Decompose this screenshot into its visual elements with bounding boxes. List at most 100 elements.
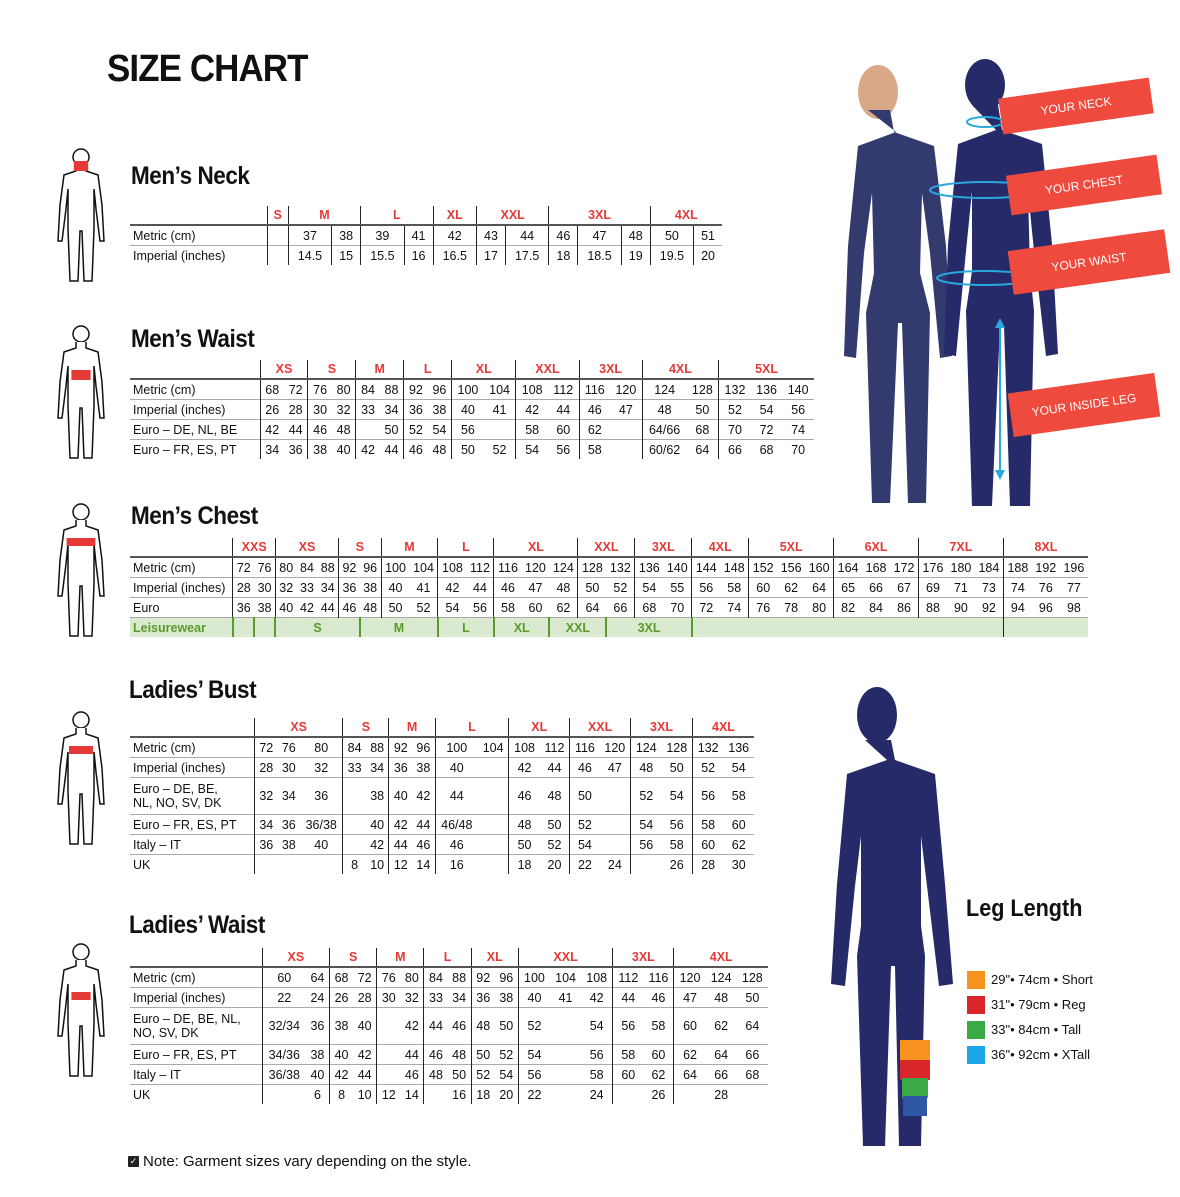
table-cell: 168 [865, 560, 887, 575]
size-header-row: S M L XL XXL 3XL 4XL [130, 206, 722, 225]
table-cell: 76 [257, 560, 272, 575]
table-cell: 60 [731, 817, 746, 832]
table-cell: 40 [370, 817, 385, 832]
table-cell: 54 [499, 1067, 514, 1082]
leisurewear-size: 3XL [605, 617, 692, 637]
table-cell: 44 [357, 1067, 372, 1082]
human-outline-icon-neck [50, 145, 112, 290]
table-cell: 124 [710, 970, 732, 985]
table-cell: 64 [673, 1064, 706, 1085]
table-cell: 36 [338, 577, 360, 598]
table-row: Metric (cm) 60 64 68 72 76 80 84 88 92 96 100 104 108… [130, 967, 768, 988]
table-cell: 58 [731, 789, 746, 803]
table-cell: 76 [1038, 580, 1053, 595]
table-cell: 96 [432, 382, 447, 397]
table-cell: 40 [274, 597, 297, 618]
table-cell: 28 [253, 757, 278, 778]
table-cell: 42 [404, 1019, 419, 1033]
table-cell: 92 [338, 557, 360, 578]
table-cell: 104 [555, 970, 576, 985]
table-cell: 92 [981, 600, 996, 615]
table-cell: 68 [259, 379, 284, 400]
table-cell: 56 [630, 834, 662, 855]
row-label: Italy – IT [133, 837, 181, 852]
table-cell: 44 [288, 422, 303, 437]
header-blank [130, 718, 254, 737]
table-cell: 80 [336, 382, 351, 397]
size-label: M [388, 718, 436, 737]
table-cell: 72 [232, 557, 255, 578]
table-cell: 19.5 [649, 245, 694, 265]
table-cell: 40 [314, 837, 329, 852]
table-cell: 164 [833, 557, 863, 578]
table-cell: 86 [897, 600, 911, 615]
table-cell: 48 [630, 757, 662, 778]
table-cell: 46 [578, 399, 611, 420]
row-label: Metric (cm) [133, 382, 196, 397]
table-cell: 44 [434, 777, 478, 815]
table-cell: 50 [569, 777, 600, 815]
table-cell: 39 [360, 225, 405, 246]
table-row: Italy – IT 36/38 40 42 44 46 48 50 52 54 56 58 60 62 6… [130, 1064, 768, 1085]
table-row: Euro – FR, ES, PT 34 36 36/38 40 42 44 46/48 48 5… [130, 814, 754, 835]
table-cell: 60 [261, 967, 306, 988]
table-cell: 48 [547, 789, 562, 803]
table-row: Imperial (inches) 26 28 30 32 33 34 36 38 40 41 42 4… [130, 399, 814, 420]
table-cell: 58 [669, 837, 684, 852]
table-cell: 33 [342, 757, 366, 778]
table-cell: 68 [634, 597, 664, 618]
table-cell: 44 [556, 402, 571, 417]
table-cell: 42 [432, 225, 477, 246]
table-cell: 76 [281, 740, 296, 755]
table-cell: 54 [731, 760, 746, 775]
table-cell: 36 [281, 817, 296, 832]
table-cell: 80 [314, 740, 329, 755]
table-cell: 34 [253, 814, 278, 835]
leisurewear-size: XXL [548, 617, 607, 637]
table-cell: 92 [403, 379, 428, 400]
table-cell: 77 [1066, 580, 1081, 595]
table-cell: 30 [281, 760, 296, 775]
table-cell: 88 [917, 597, 947, 618]
table-cell: 84 [300, 560, 314, 575]
table-cell: 124 [552, 560, 574, 575]
swatch-red [967, 995, 985, 1014]
size-label: XL [508, 718, 570, 737]
header-blank [130, 360, 260, 379]
table-cell: 66 [714, 1067, 729, 1082]
table-cell: 56 [691, 577, 721, 598]
table-cell: 43 [475, 225, 506, 246]
header-blank [130, 948, 262, 967]
table-cell: 42 [370, 837, 385, 852]
table-cell: 44 [423, 1007, 448, 1045]
table-cell: 42 [388, 814, 413, 835]
table-cell [630, 854, 662, 874]
table-cell: 60/62 [641, 439, 687, 459]
table-cell: 56 [589, 1047, 604, 1062]
table-cell: 64/66 [641, 419, 687, 440]
table-cell: 74 [727, 600, 742, 615]
table-cell: 16 [434, 854, 478, 874]
size-label: 7XL [918, 538, 1004, 557]
table-cell: 100 [434, 737, 478, 758]
table-cell: 44 [320, 600, 335, 615]
table-cell: 32 [404, 990, 419, 1005]
table-cell: 47 [528, 580, 543, 595]
size-label: M [355, 360, 404, 379]
row-label: Euro – FR, ES, PT [133, 817, 237, 832]
table-cell: 50 [649, 225, 694, 246]
table-cell: 51 [693, 225, 722, 246]
human-outline-icon-ladies-waist [50, 940, 112, 1085]
table-cell: 66 [869, 580, 883, 595]
table-cell: 52 [403, 419, 428, 440]
table-cell: 36 [310, 1019, 325, 1033]
table-cell: 60 [556, 422, 571, 437]
table-cell: 46 [452, 1019, 467, 1033]
table-cell: 50 [384, 422, 399, 437]
table-cell: 47 [577, 225, 622, 246]
table-cell: 76 [307, 379, 332, 400]
table-cell [600, 815, 631, 835]
table-cell: 70 [791, 442, 806, 457]
table-cell: 48 [423, 1064, 448, 1085]
table-cell: 46 [508, 777, 540, 815]
